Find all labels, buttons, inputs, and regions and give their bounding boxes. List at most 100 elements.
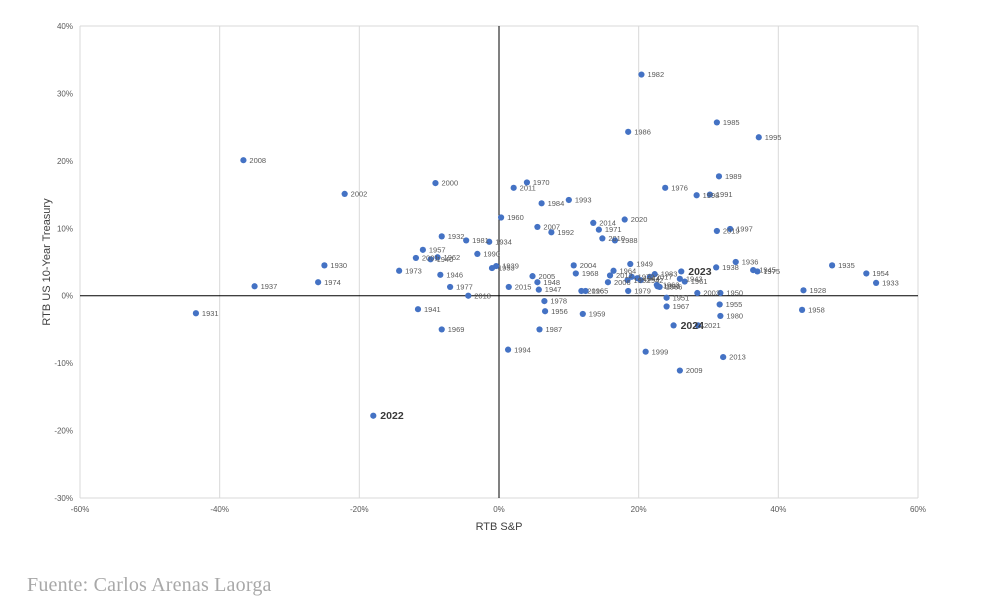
data-label-2023: 2023 [688,266,712,278]
data-label-1989: 1989 [725,172,742,181]
data-label-2000: 2000 [441,179,458,188]
data-point-1959 [579,310,586,318]
data-label-2006: 2006 [614,278,631,287]
data-label-1933: 1933 [882,279,899,288]
data-label-1944: 1944 [643,274,660,283]
data-point-1936 [732,258,739,266]
data-label-1993: 1993 [575,196,592,205]
data-point-1998 [693,192,700,199]
data-point-1980 [717,312,724,320]
data-label-1975: 1975 [763,267,780,276]
data-label-2009: 2009 [686,366,703,375]
tick-labels: -60% -40% -20% 0% 20% 40% 60% -30% -20% -10% 0% 10%… [54,22,926,514]
data-label-2018: 2018 [474,291,491,300]
data-point-1960 [497,214,505,221]
data-label-1948: 1948 [543,278,560,287]
data-point-2003 [694,289,701,297]
data-point-2006 [604,279,612,286]
data-point-1970 [523,179,531,186]
data-label-1932: 1932 [448,232,465,241]
data-point-1976 [662,184,669,191]
data-point-1996 [654,283,661,290]
data-label-1939: 1939 [502,262,519,271]
y-tick-label: -30% [54,494,73,503]
data-point-1955 [716,301,723,308]
data-label-1956: 1956 [551,307,568,316]
data-label-2017: 2017 [656,272,673,281]
data-label-1943: 1943 [686,274,703,283]
data-label-1999: 1999 [652,347,669,356]
data-label-1968: 1968 [582,269,599,278]
data-point-1948 [534,279,541,286]
data-label-1967: 1967 [673,302,690,311]
data-point-1974 [315,279,322,286]
data-point-1944 [634,275,641,282]
data-label-1978: 1978 [550,297,567,306]
data-point-1973 [396,267,403,274]
data-point-1987 [536,326,543,333]
y-tick-label: 0% [61,292,73,301]
data-point-1967 [663,303,670,310]
data-label-2001: 2001 [422,254,439,263]
y-tick-label: -20% [54,427,73,436]
data-label-1972: 1972 [638,272,655,281]
data-point-2019 [713,227,720,235]
data-point-1977 [447,283,454,291]
data-point-1946 [437,271,444,278]
data-label-1962: 1962 [444,253,461,262]
data-point-1940 [427,256,434,263]
data-label-2020: 2020 [631,215,648,224]
data-label-1934: 1934 [495,237,512,246]
data-points [192,71,880,419]
data-point-2004 [570,262,577,269]
data-point-1978 [541,298,548,305]
data-point-1989 [715,173,723,180]
data-label-1976: 1976 [671,183,688,192]
data-label-1981: 1981 [472,236,489,245]
x-tick-label: 0% [493,505,505,514]
data-point-1937 [251,283,258,290]
data-point-1971 [595,226,602,233]
data-label-1973: 1973 [405,266,422,275]
data-label-2014: 2014 [599,218,616,227]
data-point-2015 [505,283,512,291]
data-label-1964: 1964 [620,266,637,275]
data-label-1941: 1941 [424,305,441,314]
data-label-1995: 1995 [765,133,782,142]
data-point-2017 [646,273,653,280]
x-tick-label: -20% [350,505,369,514]
data-label-1949: 1949 [636,260,653,269]
data-label-2021: 2021 [704,321,721,330]
data-label-1957: 1957 [429,245,446,254]
data-label-1936: 1936 [742,258,759,267]
data-point-2024 [670,322,677,329]
data-label-2005: 2005 [539,272,556,281]
data-point-1990 [474,250,481,258]
data-point-1997 [727,225,734,233]
data-label-1992: 1992 [557,228,574,237]
data-point-1953 [488,264,496,272]
data-label-1951: 1951 [673,293,690,302]
y-tick-label: 40% [57,22,73,31]
data-point-1935 [829,262,836,269]
x-tick-label: 40% [770,505,786,514]
data-label-1991: 1991 [716,190,733,199]
data-label-1997: 1997 [736,225,753,234]
data-label-2008: 2008 [249,156,266,165]
data-point-1954 [863,270,870,277]
x-tick-label: 60% [910,505,926,514]
data-label-1958: 1958 [808,305,825,314]
data-label-1938: 1938 [722,263,739,272]
data-label-2004: 2004 [580,261,597,270]
scatter-chart: -60% -40% -20% 0% 20% 40% 60% -30% -20% -10% 0% 10%… [41,22,926,533]
data-point-2013 [720,353,727,361]
x-tick-label: -60% [71,505,90,514]
data-label-1954: 1954 [872,269,889,278]
data-point-1981 [463,237,470,244]
data-label-1987: 1987 [546,325,563,334]
data-point-2005 [529,273,536,280]
data-point-1994 [504,346,512,353]
axes [80,26,918,498]
data-point-1951 [663,294,670,301]
y-tick-label: -10% [54,359,73,368]
